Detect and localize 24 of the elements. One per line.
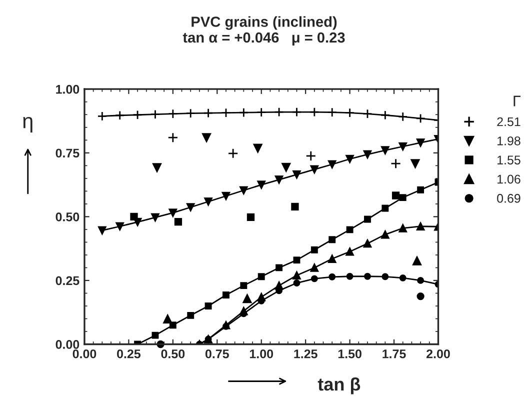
x-tick-label: 1.50 [338, 349, 362, 358]
x-tick-label: 0.25 [117, 349, 141, 358]
x-tick-label: 0.00 [72, 349, 96, 358]
y-tick-label: 0.50 [56, 212, 80, 222]
legend-label: 2.51 [497, 117, 520, 126]
x-tick-label: 1.25 [294, 349, 318, 358]
x-tick-label: 0.75 [205, 349, 229, 358]
chart-title: PVC grains (inclined) [192, 16, 337, 30]
x-tick-label: 0.50 [161, 349, 185, 358]
y-tick-label: 0.00 [56, 340, 80, 349]
x-tick-label: 2.00 [426, 349, 450, 358]
legend-label: 0.69 [497, 194, 520, 203]
chart-subtitle: tan α = +0.046 μ = 0.23 [182, 32, 345, 46]
y-tick-label: 1.00 [56, 84, 80, 94]
y-tick-label: 0.75 [56, 148, 80, 158]
legend-label: 1.55 [498, 156, 520, 164]
y-tick-label: 0.25 [56, 276, 80, 286]
legend-label: 1.06 [498, 174, 520, 184]
x-axis-title: tan β [318, 377, 360, 394]
legend-label: 1.98 [498, 136, 520, 146]
legend-title: Γ [514, 96, 520, 106]
y-axis-title: η [23, 116, 32, 132]
x-tick-label: 1.75 [382, 350, 406, 358]
x-tick-label: 1.00 [250, 349, 274, 358]
